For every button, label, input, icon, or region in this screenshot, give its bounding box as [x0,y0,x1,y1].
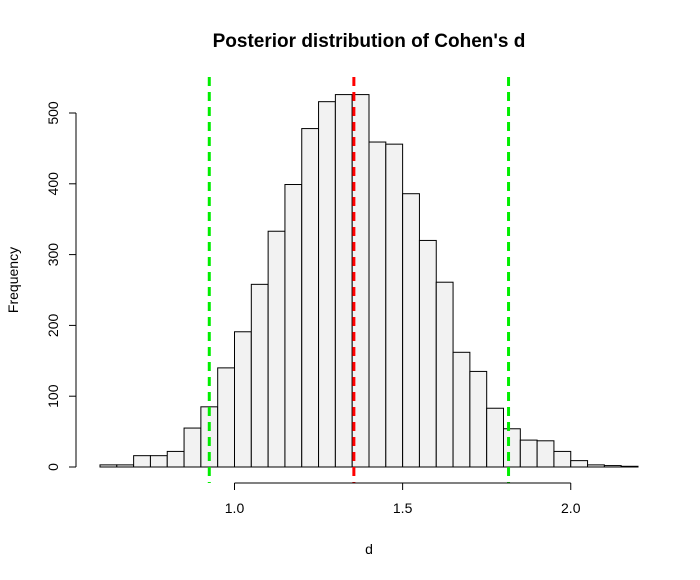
x-tick-label-0: 1.0 [225,500,245,516]
histogram-bar-7 [217,367,236,468]
histogram-bar-19 [418,239,437,468]
histogram-bar-27 [553,450,572,468]
x-axis-label: d [365,541,373,557]
histogram-bar-13 [318,101,336,468]
histogram-bar-14 [334,94,353,468]
histogram-bars [99,94,639,468]
y-tick-label-5: 500 [45,101,61,125]
y-tick-label-3: 300 [45,243,61,267]
histogram-bar-9 [250,283,269,468]
histogram-bar-5 [183,427,202,468]
y-axis: 0 100 200 300 400 500 [45,101,77,471]
y-tick-label-2: 200 [45,314,61,338]
y-tick-label-1: 100 [45,384,61,408]
histogram-bar-12 [301,128,320,468]
histogram-bar-16 [368,141,387,468]
y-axis-label: Frequency [5,247,21,313]
histogram-bar-11 [284,184,303,468]
histogram-bar-25 [519,439,538,468]
histogram-bar-23 [486,407,505,468]
histogram-bar-31 [620,465,639,468]
histogram-bar-4 [166,450,185,468]
reference-lines [207,77,511,483]
x-tick-label-1: 1.5 [393,500,413,516]
x-tick-label-2: 2.0 [561,500,581,516]
histogram-bar-8 [234,331,252,468]
x-axis: 1.0 1.5 2.0 [225,482,581,516]
histogram-bar-1 [116,464,135,468]
chart-title: Posterior distribution of Cohen's d [213,31,526,52]
histogram-bar-22 [469,370,488,468]
histogram-bar-26 [536,440,555,468]
histogram-bar-3 [149,455,168,468]
histogram-bar-24 [503,428,521,468]
histogram-bar-0 [99,464,118,468]
histogram-bar-10 [267,230,286,468]
histogram-bar-21 [452,351,471,468]
histogram-bar-17 [385,143,404,468]
histogram-bar-20 [435,281,454,468]
histogram-bar-30 [603,465,622,468]
histogram-bar-2 [133,455,151,468]
histogram-bar-29 [587,464,605,468]
histogram-bar-28 [570,460,589,468]
histogram-bar-18 [402,193,420,468]
y-tick-label-4: 400 [45,172,61,196]
y-tick-label-0: 0 [45,463,61,471]
